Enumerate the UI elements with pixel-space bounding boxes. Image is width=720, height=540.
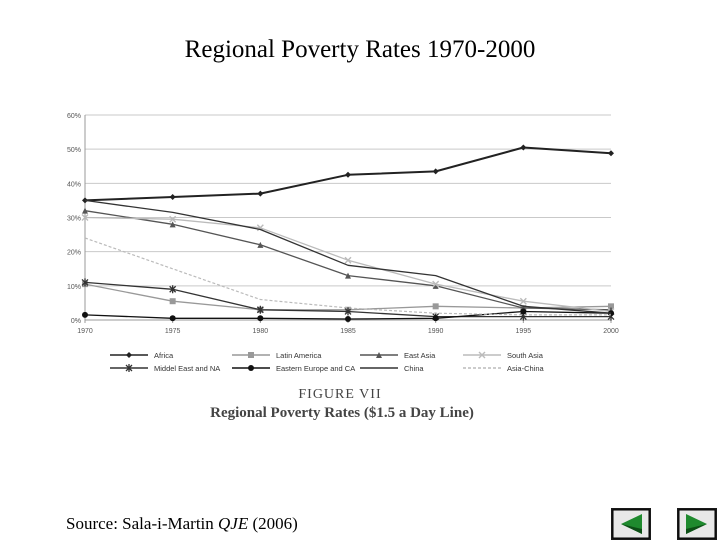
line-asia-china — [84, 237, 611, 316]
line-china — [84, 199, 612, 314]
legend-label: China — [404, 364, 424, 373]
x-tick-label: 1970 — [77, 328, 93, 335]
point-eastern-europe-and-ca — [345, 315, 351, 322]
series-eastern-europe-and-ca — [82, 308, 614, 322]
point-latin-america — [169, 298, 176, 305]
point-middel-east-and-na — [344, 307, 352, 316]
point-east-asia — [82, 207, 88, 214]
series-china — [84, 199, 612, 314]
legend-label: Middel East and NA — [154, 364, 220, 373]
y-tick-label: 20% — [67, 250, 81, 257]
line-south-asia — [84, 216, 612, 313]
point-africa — [345, 171, 351, 178]
x-tick-label: 2000 — [603, 328, 619, 335]
legend-marker — [376, 352, 382, 358]
y-tick-label: 30% — [67, 216, 81, 223]
source-citation: Source: Sala-i-Martin QJE (2006) — [66, 514, 298, 534]
next-slide-button[interactable] — [677, 508, 717, 540]
point-south-asia — [344, 256, 352, 264]
legend-item-south-asia: South Asia — [463, 351, 544, 360]
point-africa — [520, 144, 527, 151]
next-slide-icon — [678, 509, 716, 539]
series-asia-china — [84, 237, 611, 316]
point-africa — [169, 194, 176, 200]
poverty-rates-chart: 0% 10% 20% 30% 40% 50% 60% 1970 1975 1980 1985 1990… — [67, 113, 619, 421]
legend-marker — [248, 365, 254, 371]
figure-caption: Regional Poverty Rates ($1.5 a Day Line) — [210, 405, 474, 421]
legend-label: Asia-China — [507, 364, 545, 373]
legend-label: Africa — [154, 351, 174, 360]
point-south-asia — [81, 214, 89, 221]
legend-label: South Asia — [507, 351, 544, 360]
x-tick-label: 1985 — [340, 328, 356, 335]
point-eastern-europe-and-ca — [169, 315, 176, 322]
point-africa — [432, 168, 439, 175]
line-latin-america — [84, 283, 612, 311]
legend-item-middel-east-and-na: Middel East and NA — [110, 364, 220, 373]
legend-marker — [125, 364, 133, 372]
y-tick-label: 60% — [67, 113, 81, 120]
point-eastern-europe-and-ca — [520, 308, 527, 315]
source-journal: QJE — [218, 514, 249, 533]
previous-slide-icon — [612, 509, 650, 539]
legend-marker — [478, 351, 486, 359]
x-tick-label: 1975 — [165, 328, 181, 335]
point-eastern-europe-and-ca — [82, 311, 88, 318]
figure-label: FIGURE VII — [298, 387, 381, 402]
legend-label: Latin America — [276, 351, 322, 360]
point-middel-east-and-na — [169, 285, 177, 294]
legend-label: Eastern Europe and CA — [276, 364, 355, 373]
series-africa — [82, 144, 614, 204]
point-east-asia — [345, 272, 351, 279]
y-tick-label: 10% — [67, 284, 81, 291]
legend-marker — [248, 352, 254, 358]
point-africa — [608, 150, 614, 157]
point-africa — [257, 190, 264, 197]
legend-item-east-asia: East Asia — [360, 351, 436, 360]
legend-item-asia-china: Asia-China — [463, 364, 545, 373]
x-tick-label: 1995 — [516, 328, 532, 335]
legend-item-china: China — [360, 364, 424, 373]
x-tick-label: 1980 — [253, 328, 269, 335]
legend-item-eastern-europe-and-ca: Eastern Europe and CA — [232, 364, 355, 373]
slide-title: Regional Poverty Rates 1970-2000 — [184, 36, 536, 63]
point-south-asia — [519, 297, 527, 305]
point-latin-america — [608, 303, 614, 310]
point-east-asia — [169, 221, 176, 228]
legend-item-latin-america: Latin America — [232, 351, 322, 360]
point-south-asia — [169, 215, 177, 223]
y-tick-label: 50% — [67, 147, 81, 154]
point-south-asia — [432, 280, 440, 288]
point-east-asia — [257, 241, 264, 248]
y-tick-label: 0% — [71, 318, 81, 325]
x-tick-label: 1990 — [428, 328, 444, 335]
previous-slide-button[interactable] — [611, 508, 651, 540]
point-middel-east-and-na — [256, 305, 264, 314]
legend-label: East Asia — [404, 351, 436, 360]
legend-marker — [126, 352, 132, 358]
point-east-asia — [432, 282, 439, 289]
source-prefix: Source: Sala-i-Martin — [66, 514, 214, 533]
point-latin-america — [432, 303, 439, 310]
point-eastern-europe-and-ca — [432, 315, 439, 322]
legend-item-africa: Africa — [110, 351, 174, 360]
y-tick-label: 40% — [67, 181, 81, 188]
point-middel-east-and-na — [81, 278, 89, 287]
source-year: (2006) — [252, 514, 298, 533]
point-eastern-europe-and-ca — [257, 315, 264, 322]
